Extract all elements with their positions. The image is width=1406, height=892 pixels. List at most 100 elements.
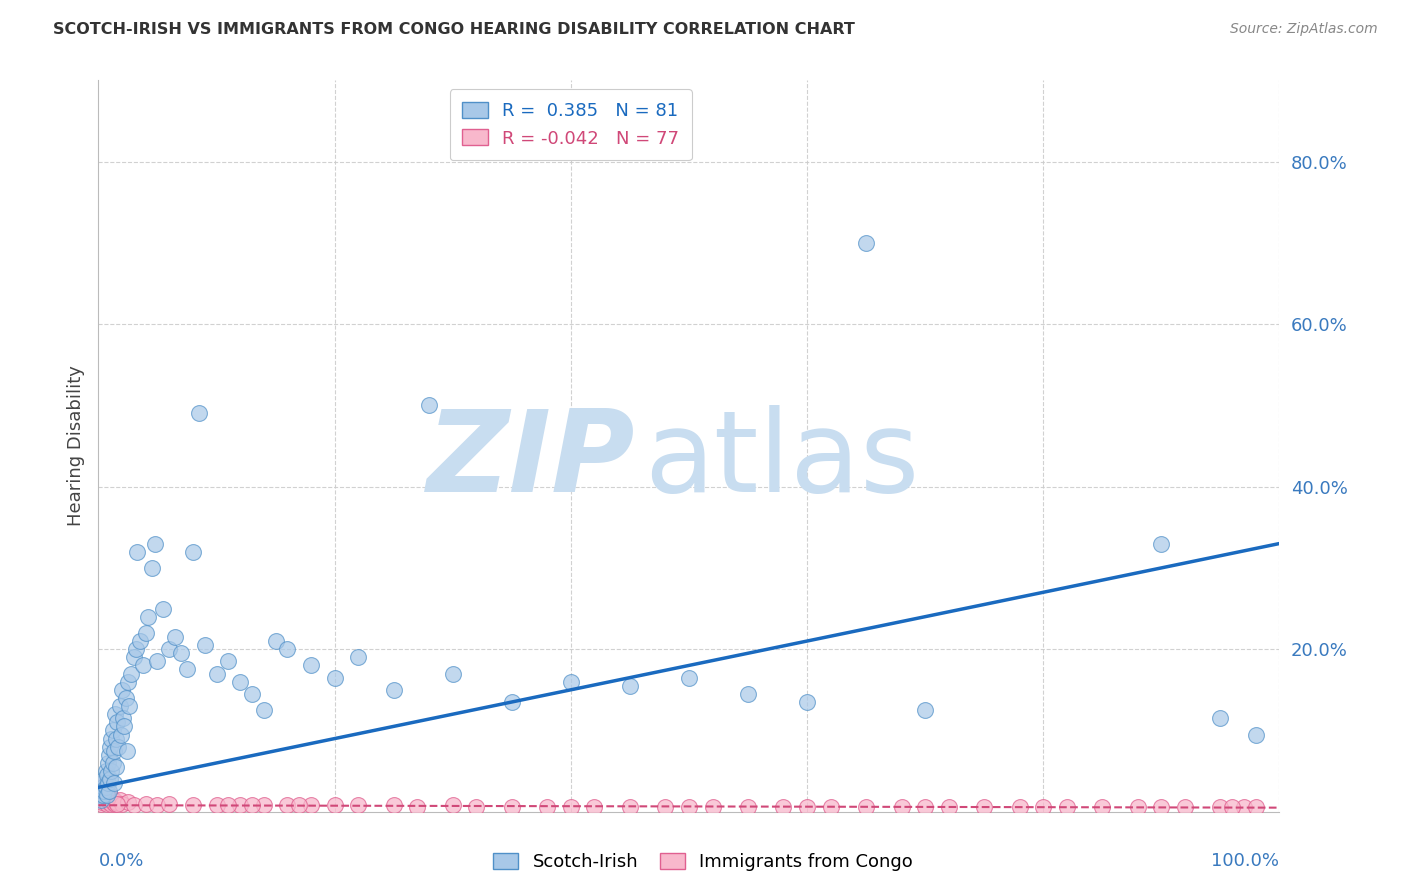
Point (938, 800, 960, 814)
Point (117, 795, 139, 809)
Point (217, 798, 239, 813)
Point (820, 800, 842, 814)
Point (347, 798, 370, 813)
Point (702, 800, 724, 814)
Point (90, 797, 112, 811)
Text: SCOTCH-IRISH VS IMMIGRANTS FROM CONGO HEARING DISABILITY CORRELATION CHART: SCOTCH-IRISH VS IMMIGRANTS FROM CONGO HE… (53, 22, 855, 37)
Point (796, 695, 818, 709)
Point (89, 789, 111, 803)
Point (98, 739, 121, 754)
Point (135, 797, 157, 811)
Point (108, 699, 131, 714)
Point (1209, 800, 1232, 814)
Point (108, 792, 131, 806)
Point (560, 674, 582, 689)
Point (117, 674, 139, 689)
Point (135, 626, 157, 640)
Point (170, 646, 193, 660)
Point (104, 797, 127, 811)
Point (103, 744, 125, 758)
Point (181, 798, 204, 813)
Point (93, 784, 115, 798)
Text: 0.0%: 0.0% (98, 852, 143, 870)
Point (122, 798, 145, 813)
Point (128, 634, 150, 648)
Point (91, 795, 114, 809)
Point (536, 800, 558, 814)
Point (94, 784, 117, 798)
Point (229, 798, 252, 813)
Point (1091, 800, 1114, 814)
Point (122, 650, 145, 665)
Point (104, 707, 127, 722)
Point (737, 800, 759, 814)
Point (465, 800, 488, 814)
Point (855, 800, 877, 814)
Point (299, 658, 322, 673)
Point (93, 789, 115, 803)
Text: 100.0%: 100.0% (1212, 852, 1279, 870)
Point (111, 682, 134, 697)
Point (98, 792, 121, 806)
Point (112, 719, 135, 733)
Point (914, 703, 936, 717)
Point (441, 798, 464, 813)
Point (143, 536, 166, 550)
Point (323, 798, 346, 813)
Point (1032, 800, 1054, 814)
Point (796, 800, 818, 814)
Point (418, 398, 440, 412)
Point (96, 789, 118, 803)
Point (127, 544, 149, 558)
Point (103, 792, 125, 806)
Point (105, 797, 128, 811)
Point (100, 764, 122, 778)
Point (157, 797, 180, 811)
Point (107, 739, 129, 754)
Point (619, 800, 641, 814)
Point (89, 784, 111, 798)
Point (276, 798, 298, 813)
Point (98, 784, 121, 798)
Text: atlas: atlas (644, 405, 920, 516)
Point (347, 650, 370, 665)
Point (914, 800, 936, 814)
Point (96, 768, 118, 782)
Point (93, 793, 115, 807)
Point (97, 776, 120, 790)
Point (382, 682, 405, 697)
Point (90, 789, 112, 803)
Point (112, 711, 135, 725)
Point (619, 679, 641, 693)
Legend: Scotch-Irish, Immigrants from Congo: Scotch-Irish, Immigrants from Congo (485, 846, 921, 879)
Legend: R =  0.385   N = 81, R = -0.042   N = 77: R = 0.385 N = 81, R = -0.042 N = 77 (450, 89, 692, 161)
Point (100, 797, 122, 811)
Point (121, 666, 143, 681)
Point (187, 407, 209, 421)
Point (100, 731, 122, 746)
Y-axis label: Hearing Disability: Hearing Disability (66, 366, 84, 526)
Point (118, 699, 141, 714)
Point (194, 638, 217, 652)
Point (105, 731, 128, 746)
Point (115, 744, 138, 758)
Point (678, 671, 700, 685)
Point (132, 658, 155, 673)
Point (229, 674, 252, 689)
Point (240, 687, 263, 701)
Point (101, 756, 124, 770)
Point (382, 798, 405, 813)
Point (91, 781, 114, 796)
Point (136, 609, 159, 624)
Point (97, 756, 120, 770)
Point (217, 654, 239, 668)
Point (97, 787, 120, 801)
Point (205, 798, 228, 813)
Point (105, 795, 128, 809)
Point (654, 800, 676, 814)
Point (855, 235, 877, 250)
Point (98, 789, 121, 803)
Point (1220, 800, 1243, 814)
Point (1150, 536, 1173, 550)
Point (111, 797, 134, 811)
